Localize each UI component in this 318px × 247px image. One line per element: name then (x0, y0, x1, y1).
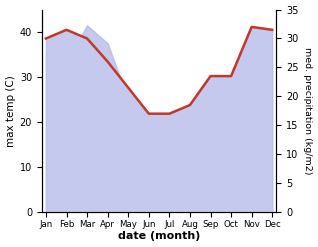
Y-axis label: max temp (C): max temp (C) (5, 75, 16, 147)
X-axis label: date (month): date (month) (118, 231, 200, 242)
Y-axis label: med. precipitation (kg/m2): med. precipitation (kg/m2) (303, 47, 313, 175)
